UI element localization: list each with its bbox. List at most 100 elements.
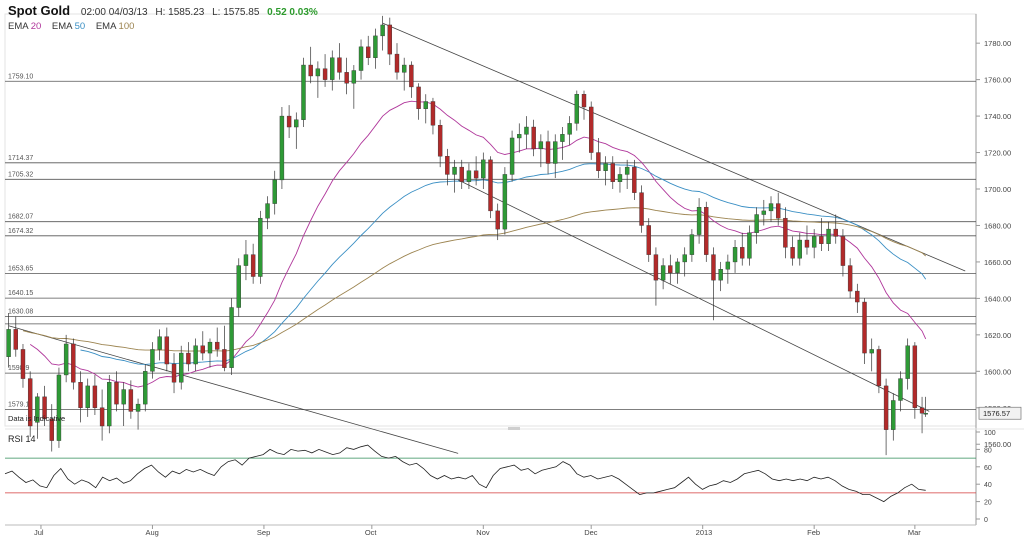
x-tick-label: Dec — [584, 528, 598, 537]
instrument-title: Spot Gold — [8, 3, 71, 18]
candle — [214, 327, 220, 357]
change-value: 0.52 — [267, 7, 287, 18]
candle-body — [49, 418, 54, 441]
candle — [330, 50, 335, 91]
candle-body — [351, 70, 357, 84]
low-value: L: 1575.85 — [212, 7, 260, 18]
candle-body — [71, 343, 76, 383]
candle — [646, 218, 651, 262]
candle-body — [157, 336, 162, 350]
candle-body — [207, 341, 213, 354]
legend-ema20[interactable]: EMA 20 — [8, 21, 44, 32]
candle-body — [639, 192, 644, 226]
candle — [409, 61, 414, 98]
candle — [143, 364, 148, 412]
candle — [416, 83, 421, 120]
candle — [847, 258, 853, 299]
legend-ema100[interactable]: EMA 100 — [96, 21, 135, 32]
candle — [689, 229, 695, 262]
price-tick-label: 1660.00 — [984, 258, 1011, 267]
candle-body — [179, 352, 184, 383]
candle — [92, 374, 98, 416]
candle — [869, 338, 874, 372]
candle-body — [63, 343, 69, 376]
candle-body — [193, 345, 198, 365]
candle-body — [531, 126, 536, 150]
candle — [481, 152, 486, 190]
candle — [121, 382, 126, 426]
candle-body — [171, 363, 177, 383]
candle-body — [624, 166, 630, 175]
candle-body — [711, 254, 716, 281]
candle-body — [603, 163, 608, 171]
price-level-label: 1714.37 — [8, 155, 33, 162]
candle-body — [250, 254, 256, 277]
candle — [923, 396, 928, 417]
candle-body — [923, 413, 928, 415]
trend-line — [8, 325, 459, 454]
price-level-label: 1674.32 — [8, 228, 33, 235]
candle-body — [394, 53, 400, 73]
candle — [632, 159, 637, 200]
x-tick-label: Feb — [807, 528, 820, 537]
candle-body — [416, 86, 421, 109]
candle-body — [99, 407, 105, 427]
trend-line — [457, 179, 930, 412]
legend-ema50[interactable]: EMA 50 — [52, 21, 88, 32]
candle-body — [315, 68, 321, 77]
candle — [171, 353, 177, 394]
candle-body — [308, 64, 313, 77]
rsi-tick-label: 80 — [984, 447, 992, 454]
candle — [229, 298, 234, 375]
candle-body — [517, 134, 522, 139]
candle-body — [502, 174, 508, 230]
candle — [35, 393, 40, 439]
candle-body — [553, 141, 558, 164]
candle-body — [819, 236, 824, 244]
x-tick-label: Nov — [476, 528, 490, 537]
legend-ema20-period: 20 — [30, 21, 42, 32]
candle — [243, 240, 249, 281]
candle-body — [632, 166, 637, 193]
candle — [301, 57, 306, 128]
candle-body — [811, 236, 817, 248]
candle-body — [243, 254, 249, 266]
candle — [574, 90, 580, 131]
candle — [135, 398, 141, 430]
candle — [696, 198, 702, 244]
candle-body — [538, 141, 544, 150]
candle-body — [222, 349, 227, 368]
candle-body — [56, 374, 62, 441]
candle-body — [840, 236, 846, 266]
trend-line — [382, 22, 966, 272]
candle — [366, 35, 371, 66]
candle — [473, 156, 479, 186]
candle — [919, 396, 925, 434]
price-level-label: 1630.08 — [8, 308, 33, 315]
candle-body — [20, 349, 26, 379]
candle — [387, 17, 393, 66]
candle — [862, 298, 867, 365]
candle — [222, 325, 227, 372]
candle — [718, 261, 723, 292]
candle-body — [128, 389, 134, 412]
candle — [653, 247, 659, 306]
chart-header: Spot Gold 02:00 04/03/13 H: 1585.23 L: 1… — [8, 3, 318, 19]
price-tick-label: 1760.00 — [984, 76, 1011, 85]
candle — [581, 90, 587, 120]
candle — [754, 207, 759, 244]
candle-body — [696, 207, 702, 235]
candle — [488, 156, 493, 219]
rsi-tick-label: 40 — [984, 482, 992, 489]
candle-body — [783, 217, 788, 248]
candle — [567, 116, 572, 146]
rsi-tick-label: 60 — [984, 465, 992, 472]
candle-body — [143, 371, 148, 405]
candle — [6, 312, 11, 368]
candle-body — [668, 265, 673, 274]
candle — [107, 374, 112, 434]
price-tick-label: 1560.00 — [984, 440, 1011, 449]
candle — [459, 159, 464, 190]
candle — [272, 170, 277, 215]
